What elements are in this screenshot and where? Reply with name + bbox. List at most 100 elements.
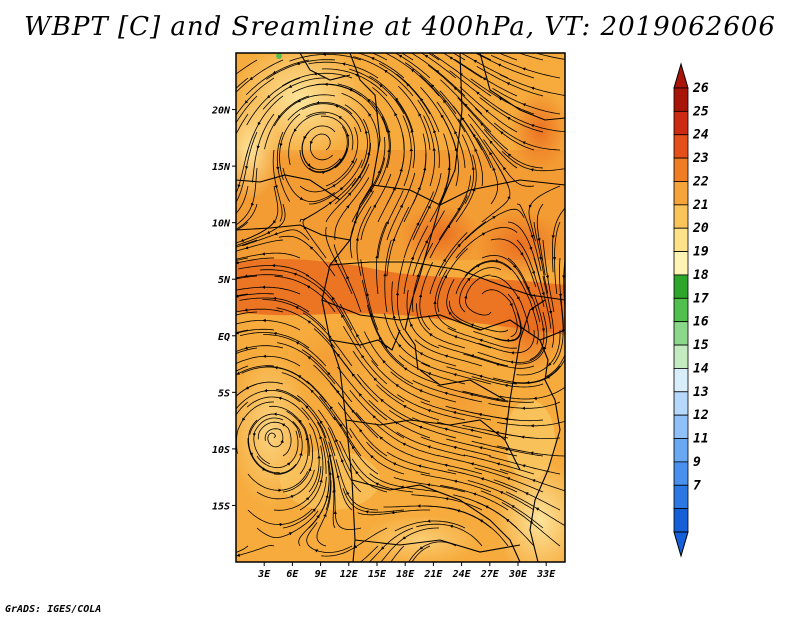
streamline-arrowhead xyxy=(419,389,423,393)
lon-tick-label: 24E xyxy=(452,569,472,580)
streamline-arrowhead xyxy=(418,425,423,429)
streamline-arrowhead xyxy=(522,67,526,71)
streamline-arrowhead xyxy=(549,310,553,315)
streamline-arrowhead xyxy=(444,427,448,431)
streamline-arrowhead xyxy=(533,396,537,400)
streamline-arrowhead xyxy=(548,362,552,366)
colorbar-high-arrow xyxy=(673,62,689,89)
colorbar-low-arrow xyxy=(673,531,689,558)
streamline-arrowhead xyxy=(530,234,534,239)
streamline-arrowhead xyxy=(305,497,310,501)
streamline-arrowhead xyxy=(506,82,510,86)
streamline-arrowhead xyxy=(492,167,496,171)
colorbar-segment xyxy=(673,461,689,486)
streamline-arrowhead xyxy=(392,462,397,466)
streamline-arrowhead xyxy=(444,354,448,358)
streamline xyxy=(359,545,379,562)
streamline xyxy=(236,113,249,136)
streamline-arrowhead xyxy=(545,275,550,279)
streamline-arrowhead xyxy=(444,463,448,467)
streamline-arrowhead xyxy=(391,510,395,515)
streamline-arrowhead xyxy=(420,98,424,102)
streamline xyxy=(236,328,275,334)
streamline xyxy=(236,286,301,295)
streamline-arrowhead xyxy=(448,311,452,315)
streamline xyxy=(236,545,249,553)
streamline-arrowhead xyxy=(427,445,431,449)
colorbar-label: 18 xyxy=(693,268,709,283)
streamline-arrowhead xyxy=(319,479,323,483)
streamline-arrowhead xyxy=(480,477,484,481)
streamline-arrowhead xyxy=(526,380,530,385)
lon-tick-label: 21E xyxy=(423,569,443,580)
streamline-arrowhead xyxy=(392,237,396,242)
streamline-arrowhead xyxy=(419,546,423,550)
streamline xyxy=(452,53,466,61)
streamline xyxy=(236,257,274,264)
streamline-arrowhead xyxy=(506,477,511,481)
streamline-arrowhead xyxy=(479,338,483,342)
streamline xyxy=(236,293,249,297)
streamline xyxy=(236,149,249,195)
streamline-arrowhead xyxy=(371,57,375,61)
streamline-arrowhead xyxy=(342,62,346,66)
streamline xyxy=(567,276,569,349)
streamline-arrowhead xyxy=(305,405,309,409)
streamline-arrowhead xyxy=(237,184,241,188)
colorbar-segment xyxy=(673,484,689,510)
streamline-arrowhead xyxy=(474,148,478,152)
lon-tick-label: 27E xyxy=(480,569,500,580)
streamline-arrowhead xyxy=(453,373,457,377)
streamline-arrowhead xyxy=(249,76,254,80)
streamline-arrowhead xyxy=(427,519,431,523)
colorbar-segment xyxy=(673,344,689,369)
colorbar-segment xyxy=(673,251,689,276)
streamline-arrowhead xyxy=(520,252,524,256)
streamline-arrowhead xyxy=(373,377,377,381)
lat-tick-label: 10S xyxy=(212,445,230,456)
streamline xyxy=(427,53,440,61)
streamline-arrowhead xyxy=(506,48,510,51)
streamline-arrowhead xyxy=(262,354,266,358)
streamline-arrowhead xyxy=(539,257,543,261)
streamline-arrowhead xyxy=(485,109,489,113)
streamline-arrowhead xyxy=(261,252,265,256)
streamline-arrowhead xyxy=(333,510,337,514)
streamline-arrowhead xyxy=(472,492,477,496)
streamline-arrowhead xyxy=(244,274,248,278)
streamline-arrowhead xyxy=(361,354,365,359)
streamline xyxy=(236,95,258,124)
streamline-arrowhead xyxy=(232,229,236,232)
coastline xyxy=(529,339,561,562)
streamline-arrowhead xyxy=(358,393,362,397)
streamline-arrowhead xyxy=(481,232,486,236)
streamline-arrowhead xyxy=(411,69,415,73)
streamline-arrowhead xyxy=(293,128,297,133)
streamline-arrowhead xyxy=(509,303,513,307)
streamline-arrowhead xyxy=(349,88,353,92)
streamline-arrowhead xyxy=(336,474,340,478)
streamline-arrowhead xyxy=(470,323,474,327)
streamline-arrowhead xyxy=(530,451,534,455)
streamline-arrowhead xyxy=(452,411,457,415)
streamline-arrowhead xyxy=(531,86,535,90)
colorbar-label: 9 xyxy=(693,455,701,470)
streamline-arrowhead xyxy=(372,415,376,419)
streamline-arrowhead xyxy=(521,435,525,439)
streamline-arrowhead xyxy=(314,549,318,553)
streamline-arrowhead xyxy=(479,446,483,450)
streamline-arrowhead xyxy=(240,238,245,242)
border-line xyxy=(299,53,351,81)
streamline-arrowhead xyxy=(379,436,383,440)
streamline-arrowhead xyxy=(418,464,422,468)
streamline-arrowhead xyxy=(297,375,302,379)
colorbar-segment xyxy=(673,110,689,136)
streamline-arrowhead xyxy=(262,318,266,323)
border-line xyxy=(419,369,506,401)
streamline-arrowhead xyxy=(551,235,555,239)
streamline-arrowhead xyxy=(242,417,246,422)
streamline-arrowhead xyxy=(334,104,339,108)
streamline-arrowhead xyxy=(445,497,449,501)
colorbar-label: 22 xyxy=(692,174,709,189)
streamline xyxy=(236,308,284,313)
